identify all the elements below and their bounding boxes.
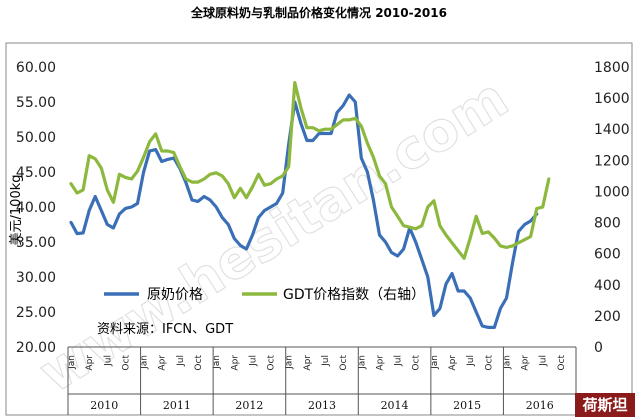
series-layer [69, 80, 551, 329]
month-tick-label: Jan [212, 355, 222, 370]
month-tick-label: Oct [267, 355, 277, 371]
logo-badge [575, 393, 635, 417]
month-tick-label: Jul [466, 355, 476, 367]
legend-label-gdt: GDT价格指数（右轴） [283, 287, 425, 303]
left-tick-label: 20.00 [16, 340, 56, 356]
year-tick-label: 2011 [163, 399, 191, 412]
chart-title: 全球原料奶与乳制品价格变化情况 2010-2016 [190, 5, 447, 20]
left-tick-label: 50.00 [16, 130, 56, 146]
month-tick-label: Jan [140, 355, 150, 370]
legend: 原奶价格 GDT价格指数（右轴） [104, 287, 425, 303]
month-tick-label: Jul [248, 355, 258, 367]
legend-label-milk: 原奶价格 [147, 287, 203, 303]
month-tick-label: Oct [484, 355, 494, 371]
left-tick-label: 45.00 [16, 165, 56, 181]
source-annotation: 资料来源：IFCN、GDT [97, 322, 233, 337]
year-tick-label: 2016 [526, 399, 554, 412]
left-tick-label: 55.00 [16, 95, 56, 111]
series-line-milk-price [69, 93, 539, 329]
month-tick-label: Apr [521, 355, 531, 371]
month-tick-label: Jul [321, 355, 331, 367]
month-tick-label: Jan [285, 355, 295, 370]
month-tick-label: Apr [448, 355, 458, 371]
right-axis: 0 200 400 600 800 1000 1200 1400 1600 1800 [594, 60, 630, 356]
year-tick-label: 2013 [308, 399, 336, 412]
month-tick-label: Oct [121, 355, 131, 371]
year-tick-label: 2014 [381, 399, 409, 412]
month-tick-label: Oct [412, 355, 422, 371]
month-tick-label: Jan [502, 355, 512, 370]
logo: 荷斯坦 [575, 393, 635, 417]
y-axis-label: 美元/100kg [9, 175, 24, 246]
month-tick-label: Jul [539, 355, 549, 367]
month-tick-label: Apr [230, 355, 240, 371]
left-tick-label: 30.00 [16, 270, 56, 286]
month-tick-label: Apr [158, 355, 168, 371]
year-tick-label: 2015 [453, 399, 481, 412]
month-tick-label: Oct [194, 355, 204, 371]
plot-frame [5, 42, 633, 416]
right-tick-label: 0 [594, 340, 603, 356]
month-tick-label: Apr [85, 355, 95, 371]
series-line-gdt-index [69, 80, 551, 260]
left-axis: 20.00 25.00 30.00 35.00 40.00 45.00 50.00 55.00… [16, 60, 56, 356]
x-axis: Jan Apr Jul Oct 2010 Jan Apr Jul Oct 2011 Jan Apr Ju… [67, 347, 577, 415]
right-tick-label: 1400 [594, 122, 630, 138]
month-tick-label: Oct [557, 355, 567, 371]
month-tick-label: Apr [375, 355, 385, 371]
left-tick-label: 60.00 [16, 60, 56, 76]
left-tick-label: 40.00 [16, 200, 56, 216]
right-tick-label: 1600 [594, 91, 630, 107]
month-tick-label: Jan [357, 355, 367, 370]
year-tick-label: 2010 [90, 399, 118, 412]
right-tick-label: 1000 [594, 184, 630, 200]
month-tick-label: Jul [394, 355, 404, 367]
right-tick-label: 1800 [594, 60, 630, 76]
right-tick-label: 400 [594, 278, 621, 294]
right-tick-label: 600 [594, 247, 621, 263]
right-tick-label: 1200 [594, 153, 630, 169]
left-tick-label: 35.00 [16, 235, 56, 251]
right-tick-label: 200 [594, 309, 621, 325]
month-tick-label: Apr [303, 355, 313, 371]
month-tick-label: Jul [176, 355, 186, 367]
month-tick-label: Jan [67, 355, 77, 370]
month-tick-label: Jul [103, 355, 113, 367]
year-tick-label: 2012 [235, 399, 263, 412]
left-tick-label: 25.00 [16, 305, 56, 321]
month-tick-label: Jan [430, 355, 440, 370]
right-tick-label: 800 [594, 216, 621, 232]
month-tick-label: Oct [339, 355, 349, 371]
logo-text: 荷斯坦 [582, 396, 627, 414]
